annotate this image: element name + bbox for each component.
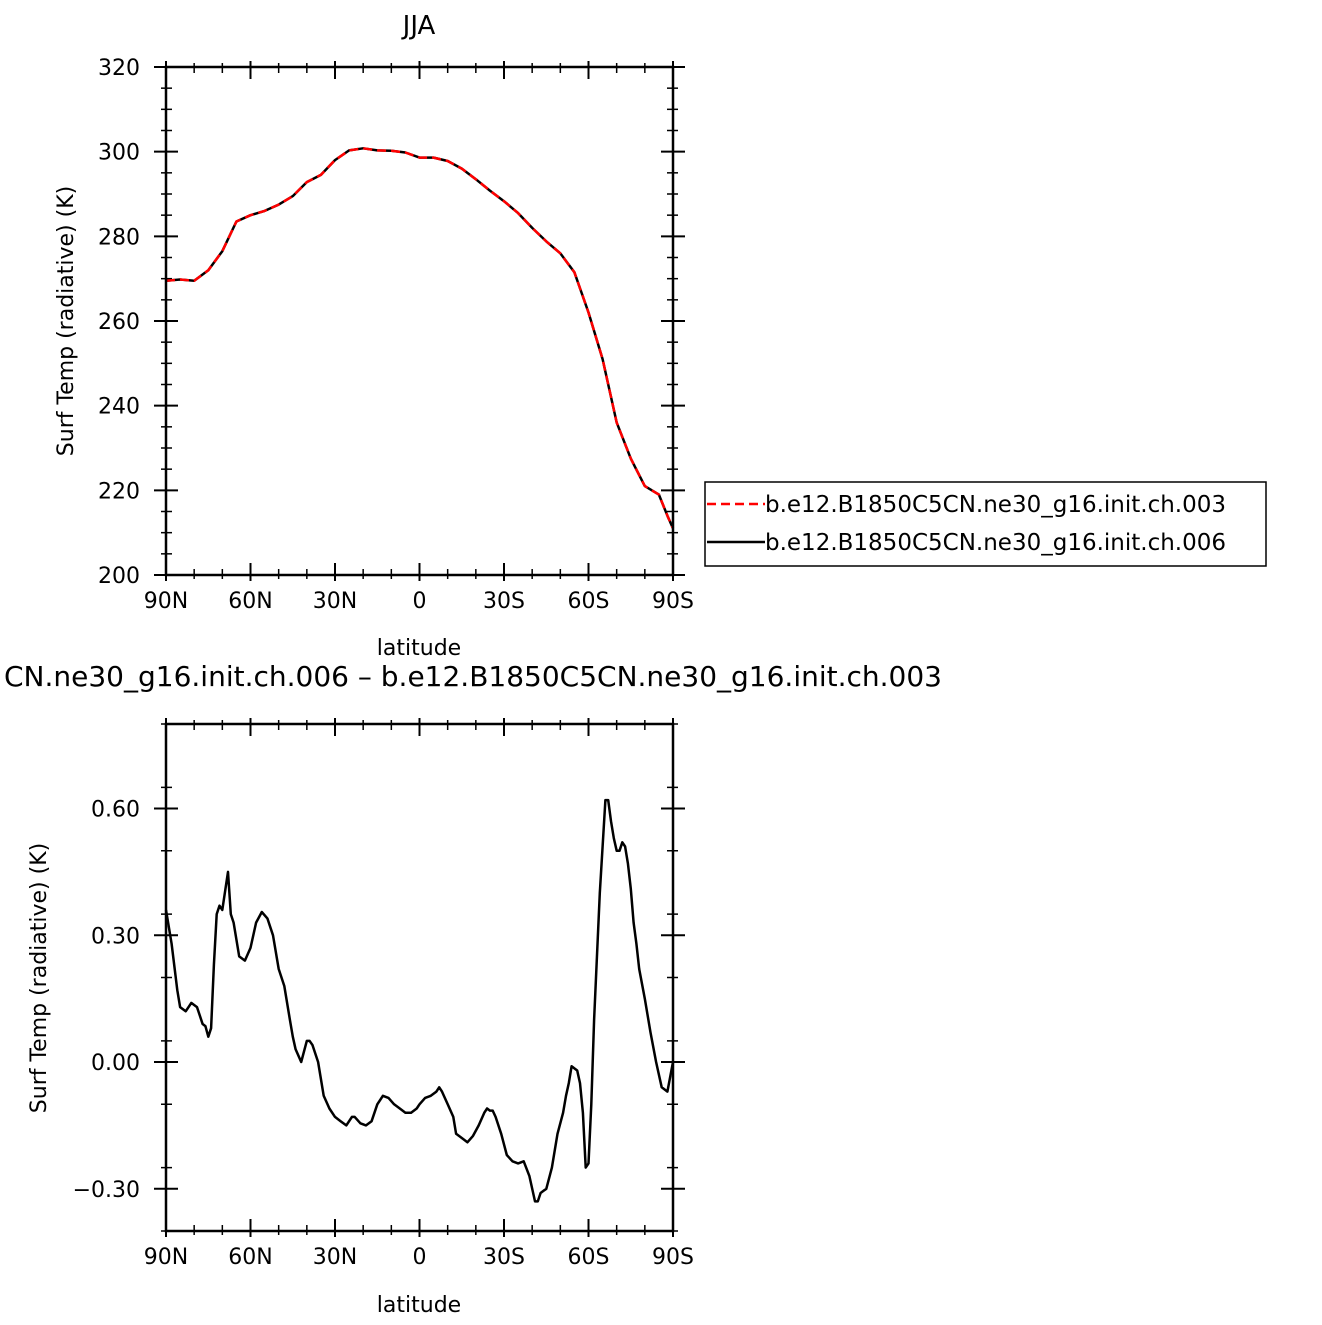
bottom-chart-lines	[164, 798, 675, 1203]
y-tick-label: 0.30	[91, 924, 140, 949]
y-tick-label: 280	[98, 225, 140, 250]
y-tick-label: 200	[98, 564, 140, 589]
y-tick-label: 220	[98, 479, 140, 504]
y-tick-label: 240	[98, 395, 140, 420]
x-tick-label: 60N	[228, 589, 272, 614]
x-tick-label: 90S	[652, 1245, 694, 1270]
top-series-line-1	[165, 147, 675, 529]
top-chart-panel: JJA Surf Temp (radiative) (K) latitude 9…	[54, 11, 1267, 661]
y-tick-label: 0.00	[91, 1051, 140, 1076]
bottom-series-line-1	[164, 798, 675, 1203]
x-tick-label: 60S	[568, 1245, 610, 1270]
x-tick-label: 30N	[313, 589, 357, 614]
bottom-chart-title: CN.ne30_g16.init.ch.006 – b.e12.B1850C5C…	[4, 660, 942, 693]
x-tick-label: 30S	[483, 1245, 525, 1270]
x-tick-label: 0	[413, 589, 427, 614]
top-chart-frame	[164, 65, 675, 577]
y-tick-label: 0.60	[91, 798, 140, 823]
legend-label-series-1: b.e12.B1850C5CN.ne30_g16.init.ch.003	[765, 492, 1226, 518]
x-tick-label: 30N	[313, 1245, 357, 1270]
top-chart-ticks: 90N 60N 30N 0 30S 60S 90S 200 220 240 260 280 300 320	[98, 56, 694, 614]
y-tick-label: 320	[98, 56, 140, 81]
y-tick-label: −0.30	[73, 1178, 140, 1203]
top-chart-ylabel: Surf Temp (radiative) (K)	[54, 186, 79, 456]
y-tick-label: 300	[98, 141, 140, 166]
x-tick-label: 90N	[144, 589, 188, 614]
x-tick-label: 0	[413, 1245, 427, 1270]
x-tick-label: 30S	[483, 589, 525, 614]
x-tick-label: 90S	[652, 589, 694, 614]
y-tick-label: 260	[98, 310, 140, 335]
bottom-chart-frame	[164, 722, 675, 1233]
x-tick-label: 90N	[144, 1245, 188, 1270]
top-chart-title: JJA	[401, 11, 436, 41]
legend-box	[704, 481, 1267, 567]
legend: b.e12.B1850C5CN.ne30_g16.init.ch.003 b.e…	[704, 481, 1267, 567]
legend-label-series-2: b.e12.B1850C5CN.ne30_g16.init.ch.006	[765, 530, 1226, 556]
bottom-chart-ylabel: Surf Temp (radiative) (K)	[27, 843, 52, 1113]
top-chart-xlabel: latitude	[377, 636, 461, 661]
top-chart-lines	[165, 147, 675, 529]
bottom-chart-xlabel: latitude	[377, 1293, 461, 1318]
x-tick-label: 60S	[568, 589, 610, 614]
x-tick-label: 60N	[228, 1245, 272, 1270]
bottom-chart-panel: CN.ne30_g16.init.ch.006 – b.e12.B1850C5C…	[4, 660, 942, 1318]
